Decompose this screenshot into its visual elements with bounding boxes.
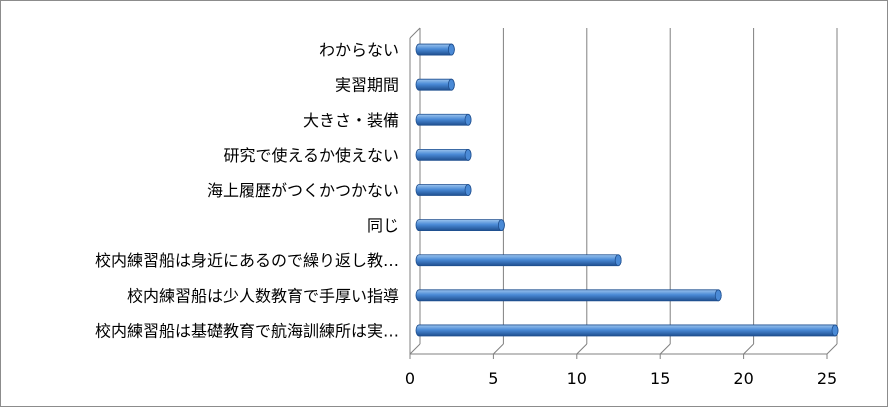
bar-cap bbox=[614, 254, 622, 267]
bar bbox=[415, 148, 472, 161]
bar bbox=[415, 324, 839, 337]
bar-cap bbox=[464, 113, 472, 126]
bar-cap bbox=[497, 219, 505, 232]
floor-gridline bbox=[826, 343, 838, 355]
axes bbox=[409, 27, 828, 359]
bar bbox=[415, 254, 622, 267]
x-tick-label: 5 bbox=[488, 369, 498, 388]
bar-cap bbox=[831, 324, 839, 337]
bar bbox=[415, 289, 722, 302]
bar bbox=[415, 219, 505, 232]
category-label: 校内練習船は少人数教育で手厚い指導 bbox=[127, 286, 399, 305]
floor-gridline bbox=[409, 343, 421, 355]
category-label: わからない bbox=[319, 41, 399, 60]
x-tick-label: 10 bbox=[567, 369, 587, 388]
x-tick-label: 25 bbox=[817, 369, 837, 388]
x-tick-label: 0 bbox=[405, 369, 415, 388]
category-labels: わからない実習期間大きさ・装備研究で使えるか使えない海上履歴がつくかつかない同じ… bbox=[95, 41, 399, 341]
category-label: 同じ bbox=[367, 216, 399, 235]
floor-gridline bbox=[576, 343, 588, 355]
category-label: 校内練習船は身近にあるので繰り返し教… bbox=[95, 251, 399, 270]
category-label: 校内練習船は基礎教育で航海訓練所は実… bbox=[95, 321, 399, 340]
x-tick-label: 15 bbox=[650, 369, 670, 388]
bar-cap bbox=[447, 78, 455, 91]
bar bbox=[415, 113, 472, 126]
floor-gridline bbox=[743, 343, 754, 355]
category-label: 実習期間 bbox=[335, 76, 399, 95]
bars bbox=[415, 43, 839, 337]
category-label: 大きさ・装備 bbox=[303, 111, 399, 130]
bar-cap bbox=[464, 184, 472, 196]
floor-gridline bbox=[659, 343, 671, 355]
bar-cap bbox=[464, 148, 472, 161]
category-label: 研究で使えるか使えない bbox=[223, 146, 399, 165]
x-tick-labels: 0 5 10 15 20 25 bbox=[405, 369, 837, 388]
wall-top-edge bbox=[409, 27, 421, 39]
category-label: 海上履歴がつくかつかない bbox=[207, 181, 399, 200]
x-tick-label: 20 bbox=[733, 369, 753, 388]
bar bbox=[415, 184, 472, 196]
bar-cap bbox=[714, 289, 722, 302]
gridlines bbox=[409, 28, 838, 355]
floor-gridline bbox=[493, 343, 504, 355]
bar-cap bbox=[447, 43, 455, 56]
